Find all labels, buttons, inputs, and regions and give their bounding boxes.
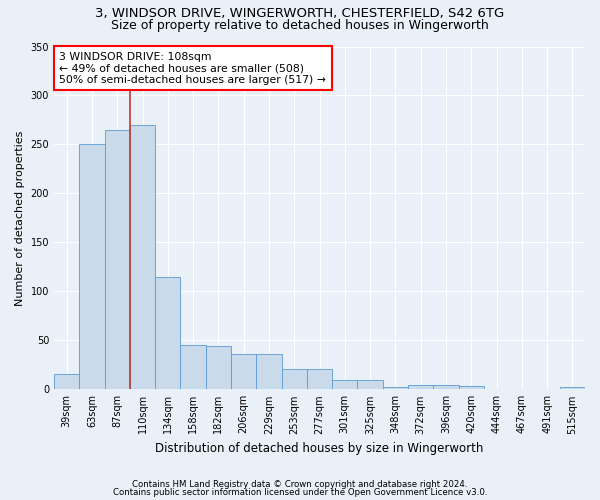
Text: Contains public sector information licensed under the Open Government Licence v3: Contains public sector information licen…	[113, 488, 487, 497]
X-axis label: Distribution of detached houses by size in Wingerworth: Distribution of detached houses by size …	[155, 442, 484, 455]
Bar	[231, 354, 256, 390]
Bar	[307, 368, 332, 390]
Text: 3 WINDSOR DRIVE: 108sqm
← 49% of detached houses are smaller (508)
50% of semi-d: 3 WINDSOR DRIVE: 108sqm ← 49% of detache…	[59, 52, 326, 85]
Bar	[181, 345, 206, 390]
Bar	[79, 144, 104, 390]
Bar	[256, 354, 281, 390]
Text: 3, WINDSOR DRIVE, WINGERWORTH, CHESTERFIELD, S42 6TG: 3, WINDSOR DRIVE, WINGERWORTH, CHESTERFI…	[95, 8, 505, 20]
Bar	[281, 368, 307, 390]
Bar	[458, 386, 484, 390]
Bar	[130, 125, 155, 390]
Bar	[383, 388, 408, 390]
Bar	[104, 130, 130, 390]
Bar	[358, 380, 383, 390]
Text: Contains HM Land Registry data © Crown copyright and database right 2024.: Contains HM Land Registry data © Crown c…	[132, 480, 468, 489]
Bar	[155, 276, 181, 390]
Bar	[560, 388, 585, 390]
Bar	[206, 346, 231, 390]
Y-axis label: Number of detached properties: Number of detached properties	[15, 130, 25, 306]
Bar	[433, 386, 458, 390]
Bar	[332, 380, 358, 390]
Bar	[408, 386, 433, 390]
Text: Size of property relative to detached houses in Wingerworth: Size of property relative to detached ho…	[111, 19, 489, 32]
Bar	[54, 374, 79, 390]
